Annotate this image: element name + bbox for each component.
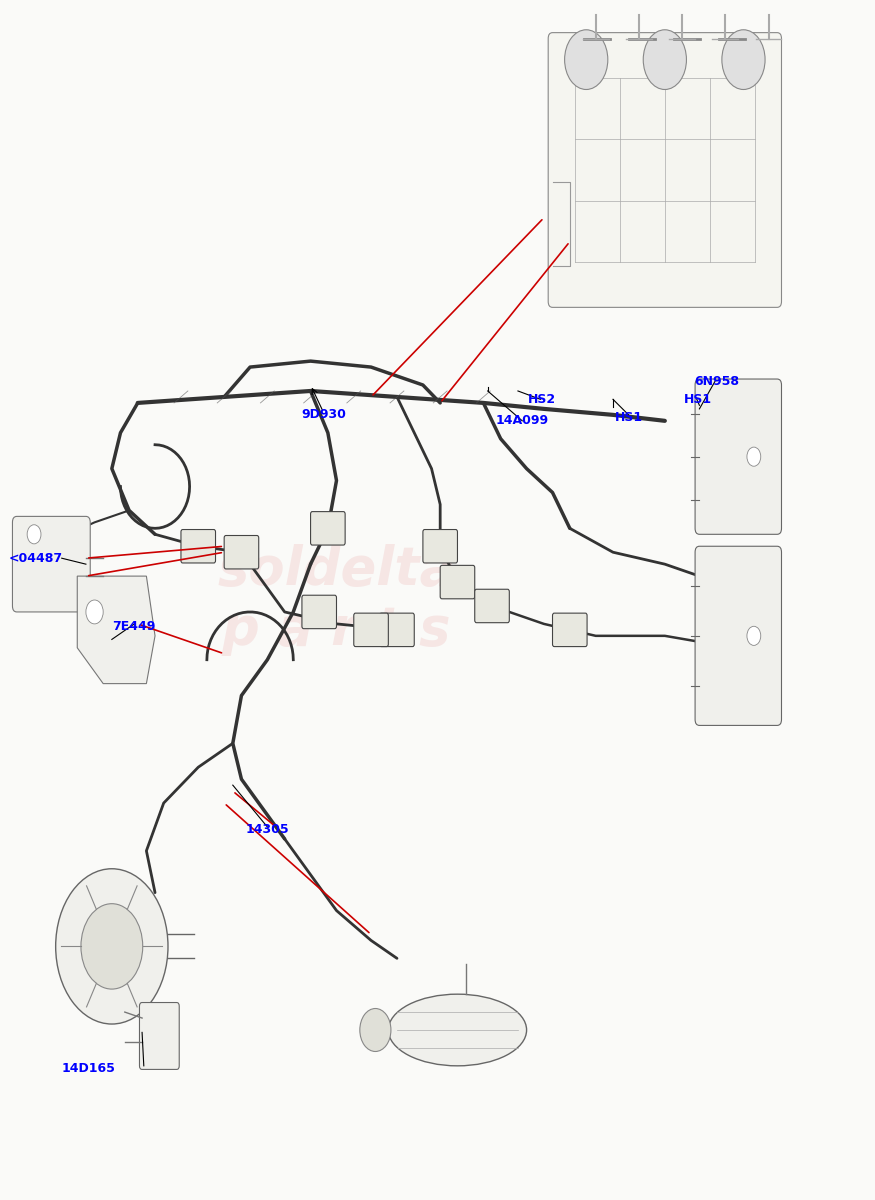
Circle shape	[747, 626, 760, 646]
Text: 6N958: 6N958	[694, 374, 739, 388]
Text: 14A099: 14A099	[496, 414, 549, 427]
Circle shape	[81, 904, 143, 989]
FancyBboxPatch shape	[552, 613, 587, 647]
Text: 9D930: 9D930	[301, 408, 346, 421]
Circle shape	[360, 1008, 391, 1051]
Text: HS2: HS2	[528, 392, 556, 406]
Text: <04487: <04487	[9, 552, 63, 565]
Text: 7E449: 7E449	[112, 619, 155, 632]
Text: soldelta
p a r t s: soldelta p a r t s	[217, 544, 456, 656]
Text: HS1: HS1	[614, 410, 642, 424]
FancyBboxPatch shape	[354, 613, 388, 647]
FancyBboxPatch shape	[181, 529, 215, 563]
FancyBboxPatch shape	[139, 1002, 179, 1069]
Circle shape	[564, 30, 608, 90]
FancyBboxPatch shape	[302, 595, 337, 629]
FancyBboxPatch shape	[380, 613, 414, 647]
FancyBboxPatch shape	[311, 511, 345, 545]
Text: 14D165: 14D165	[61, 1062, 116, 1075]
Circle shape	[27, 524, 41, 544]
FancyBboxPatch shape	[440, 565, 475, 599]
Ellipse shape	[388, 994, 527, 1066]
Circle shape	[86, 600, 103, 624]
FancyBboxPatch shape	[224, 535, 259, 569]
Text: 14305: 14305	[246, 823, 289, 836]
Circle shape	[643, 30, 687, 90]
FancyBboxPatch shape	[549, 32, 781, 307]
FancyBboxPatch shape	[475, 589, 509, 623]
FancyBboxPatch shape	[423, 529, 458, 563]
Circle shape	[747, 448, 760, 467]
Circle shape	[722, 30, 765, 90]
Polygon shape	[77, 576, 155, 684]
FancyBboxPatch shape	[695, 379, 781, 534]
Text: HS1: HS1	[683, 392, 711, 406]
FancyBboxPatch shape	[12, 516, 90, 612]
Circle shape	[56, 869, 168, 1024]
FancyBboxPatch shape	[695, 546, 781, 726]
